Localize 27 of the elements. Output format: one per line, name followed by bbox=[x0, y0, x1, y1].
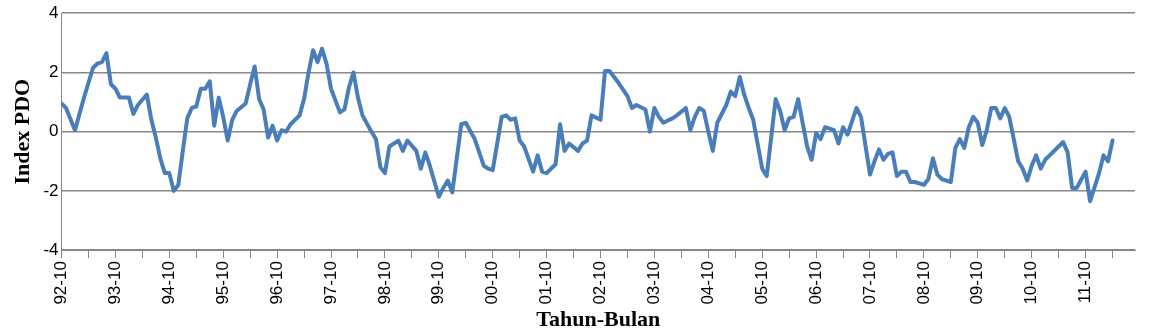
x-tick-label: 98-10 bbox=[374, 261, 394, 305]
x-tick-label: 11-10 bbox=[1075, 261, 1095, 304]
x-axis-title: Tahun-Bulan bbox=[536, 306, 661, 332]
x-tick-label: 03-10 bbox=[644, 261, 664, 305]
y-tick-label: -4 bbox=[43, 239, 59, 259]
x-tick-label: 01-10 bbox=[536, 261, 556, 305]
y-tick-label: -2 bbox=[43, 180, 59, 200]
x-tick-label: 00-10 bbox=[482, 261, 502, 305]
x-tick-label: 09-10 bbox=[967, 261, 987, 305]
x-tick-label: 02-10 bbox=[590, 261, 610, 305]
x-tick-label: 07-10 bbox=[859, 261, 879, 305]
x-tick-label: 94-10 bbox=[159, 261, 178, 305]
y-axis-title: Index PDO bbox=[8, 78, 34, 185]
x-tick-label: 05-10 bbox=[751, 261, 771, 305]
x-tick-label: 97-10 bbox=[320, 261, 340, 305]
y-tick-label: 0 bbox=[49, 121, 59, 141]
x-tick-label: 96-10 bbox=[266, 261, 286, 305]
y-tick-label: 4 bbox=[49, 2, 59, 22]
x-tick-label: 06-10 bbox=[805, 261, 825, 305]
x-tick-label: 95-10 bbox=[212, 261, 232, 305]
x-tick-label: 04-10 bbox=[697, 261, 717, 305]
y-tick-label: 2 bbox=[49, 62, 59, 82]
x-tick-label: 10-10 bbox=[1021, 261, 1041, 305]
x-tick-label: 92-10 bbox=[51, 261, 71, 305]
x-tick-label: 08-10 bbox=[913, 261, 933, 305]
x-tick-label: 93-10 bbox=[105, 261, 125, 305]
x-tick-label: 99-10 bbox=[428, 261, 448, 305]
